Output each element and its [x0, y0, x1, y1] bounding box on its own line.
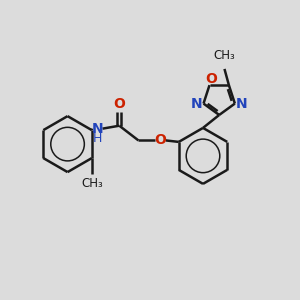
Text: N: N: [92, 122, 103, 136]
Text: O: O: [205, 72, 217, 86]
Text: O: O: [113, 97, 125, 111]
Text: CH₃: CH₃: [214, 50, 235, 62]
Text: N: N: [236, 97, 247, 111]
Text: H: H: [92, 132, 102, 145]
Text: CH₃: CH₃: [81, 177, 103, 190]
Text: O: O: [154, 134, 166, 147]
Text: N: N: [191, 97, 203, 111]
